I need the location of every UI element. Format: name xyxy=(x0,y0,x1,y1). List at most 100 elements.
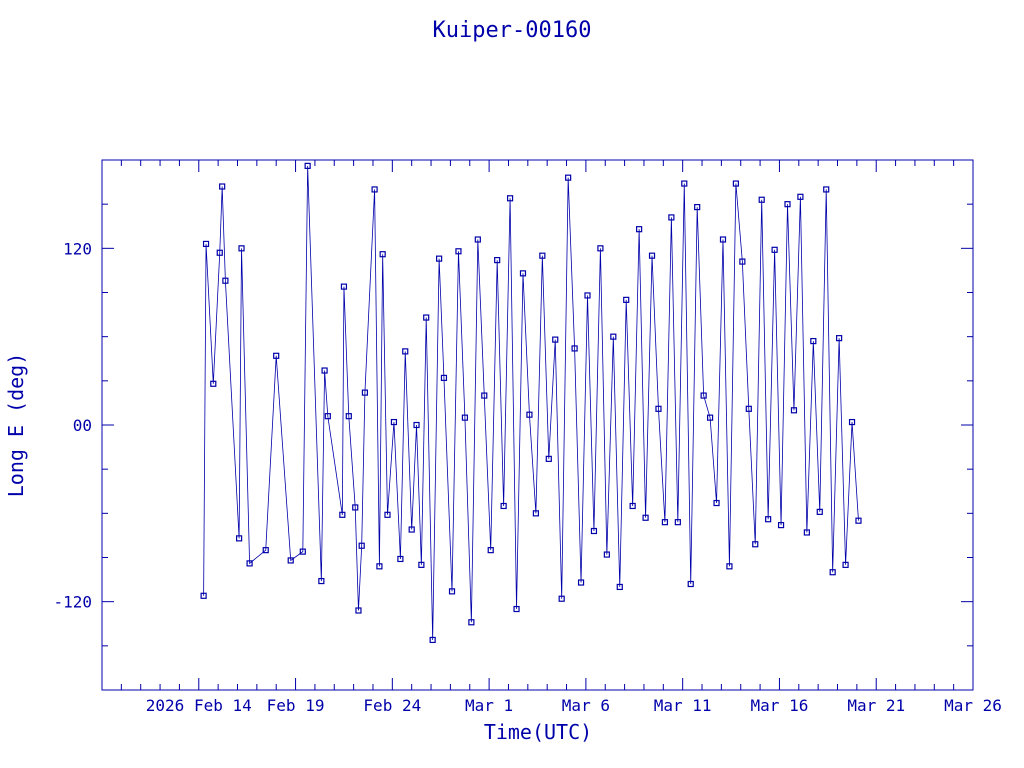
data-point xyxy=(674,519,681,526)
data-point xyxy=(287,557,294,564)
x-tick-label: Mar 16 xyxy=(751,696,809,715)
data-point xyxy=(513,605,520,613)
data-point xyxy=(545,455,552,462)
data-point xyxy=(694,204,701,211)
data-point xyxy=(216,249,223,256)
series-markers xyxy=(200,162,862,644)
data-point xyxy=(700,392,707,399)
data-point xyxy=(390,418,398,426)
data-point xyxy=(202,240,210,248)
data-point xyxy=(423,314,430,321)
y-axis-tick-labels: -120 00 120 xyxy=(53,239,92,611)
x-tick-label: Feb 24 xyxy=(363,696,421,715)
data-point xyxy=(797,193,804,200)
plot-area xyxy=(200,162,862,644)
data-point xyxy=(855,517,862,524)
data-point xyxy=(384,511,391,518)
data-point xyxy=(519,270,527,277)
y-tick-label: 00 xyxy=(73,416,92,435)
data-point xyxy=(461,414,469,421)
data-point xyxy=(361,389,369,396)
data-point xyxy=(558,595,565,602)
data-point xyxy=(481,392,488,399)
data-point xyxy=(771,246,778,253)
data-point xyxy=(339,511,346,518)
data-point xyxy=(418,561,425,568)
data-point xyxy=(246,560,253,567)
data-point xyxy=(565,174,572,181)
y-tick-label: 120 xyxy=(63,239,92,258)
data-point xyxy=(532,510,539,517)
data-point xyxy=(648,252,656,259)
data-point xyxy=(318,577,325,585)
data-point xyxy=(765,516,772,523)
data-point xyxy=(210,380,217,387)
y-tick-label: -120 xyxy=(53,593,92,612)
data-point xyxy=(397,555,404,563)
data-point xyxy=(803,529,810,536)
data-point xyxy=(408,526,415,533)
y-axis-label: Long E (deg) xyxy=(4,353,28,498)
data-point xyxy=(836,335,843,342)
data-point xyxy=(816,508,823,515)
x-axis-label: Time(UTC) xyxy=(484,720,592,744)
x-tick-label: Mar 26 xyxy=(944,696,1002,715)
data-point xyxy=(706,414,714,421)
data-point xyxy=(610,333,617,340)
data-point xyxy=(474,236,481,243)
data-point xyxy=(321,367,328,374)
data-point xyxy=(379,251,386,258)
data-point xyxy=(571,345,578,352)
data-point xyxy=(304,162,311,169)
data-point xyxy=(273,352,280,359)
chart-title: Kuiper-00160 xyxy=(433,18,592,43)
data-point xyxy=(448,588,456,595)
data-point xyxy=(726,563,733,570)
x-tick-label: Mar 21 xyxy=(847,696,905,715)
data-point xyxy=(584,292,591,299)
data-point xyxy=(784,201,791,208)
data-point xyxy=(358,542,365,549)
data-point xyxy=(603,551,610,558)
data-point xyxy=(732,180,739,187)
x-axis-tick-labels: 2026 Feb 14 Feb 19 Feb 24 Mar 1 Mar 6 Mar 11 M… xyxy=(146,696,1002,715)
data-point xyxy=(616,583,623,591)
data-point xyxy=(758,196,765,203)
data-point xyxy=(745,405,752,412)
data-point xyxy=(848,418,856,426)
data-point xyxy=(823,186,830,193)
data-point xyxy=(777,522,785,529)
data-point xyxy=(345,413,352,420)
data-point xyxy=(687,580,694,588)
data-point xyxy=(402,348,409,355)
x-tick-label: Mar 11 xyxy=(654,696,712,715)
data-point xyxy=(629,502,636,510)
data-point xyxy=(681,180,688,187)
x-tick-label: Feb 19 xyxy=(267,696,325,715)
data-point xyxy=(636,226,643,233)
data-point xyxy=(436,255,443,262)
data-point xyxy=(222,277,229,284)
data-point xyxy=(590,527,598,535)
x-axis-ticks xyxy=(101,160,974,690)
data-point xyxy=(494,257,501,264)
series-traces xyxy=(203,165,859,640)
data-point xyxy=(429,636,436,644)
data-point xyxy=(324,413,331,420)
y-axis-ticks xyxy=(102,159,973,691)
data-point xyxy=(219,183,226,190)
data-point xyxy=(526,411,533,418)
data-point xyxy=(352,504,359,511)
series-line xyxy=(203,165,859,640)
data-point xyxy=(376,563,383,570)
data-point xyxy=(355,607,362,614)
data-point xyxy=(200,592,207,599)
data-point xyxy=(506,195,514,202)
data-point xyxy=(810,337,817,345)
data-point xyxy=(340,283,348,290)
data-point xyxy=(539,252,546,259)
data-point xyxy=(299,548,306,555)
data-point xyxy=(468,619,475,626)
data-point xyxy=(719,236,727,243)
